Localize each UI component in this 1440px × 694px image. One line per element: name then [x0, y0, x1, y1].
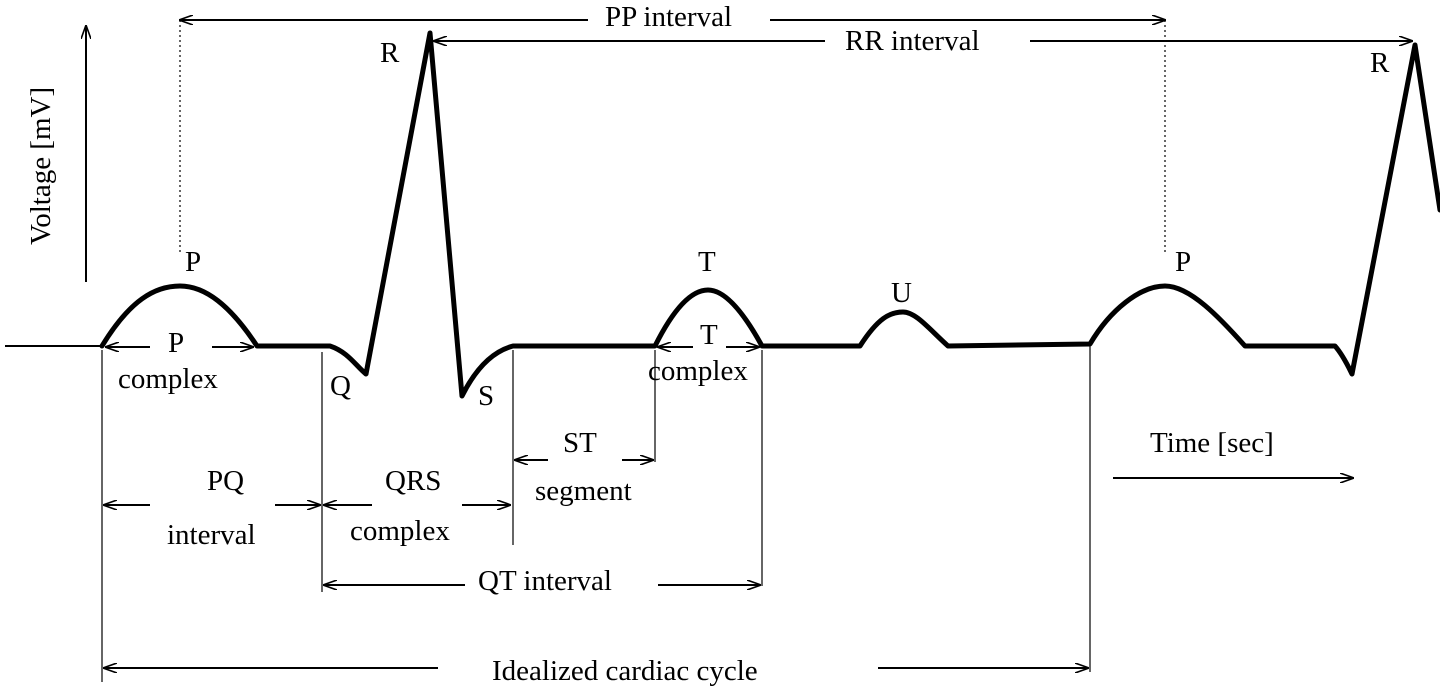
p-complex-label-2: complex [118, 363, 218, 395]
rr-interval-label: RR interval [845, 25, 980, 57]
u-wave-label: U [891, 277, 912, 309]
s-wave-label: S [478, 380, 494, 412]
st-segment-label-1: ST [563, 427, 597, 459]
t-complex-label-1: T [700, 319, 718, 351]
t-wave-label: T [698, 246, 716, 278]
time-axis-label: Time [sec] [1150, 427, 1274, 459]
p-wave-label-2: P [1175, 246, 1191, 278]
voltage-axis-label: Voltage [mV] [25, 87, 57, 245]
st-segment-label-2: segment [535, 475, 632, 507]
pq-interval-label-2: interval [167, 519, 256, 551]
p-wave-label: P [185, 246, 201, 278]
qrs-complex-label-2: complex [350, 515, 450, 547]
pq-interval-label-1: PQ [207, 465, 244, 497]
pp-interval-label: PP interval [605, 1, 732, 33]
ecg-waveform [99, 30, 1440, 399]
qrs-complex-label-1: QRS [385, 465, 441, 497]
cardiac-cycle-label: Idealized cardiac cycle [492, 655, 758, 687]
r-wave-label-2: R [1370, 47, 1390, 79]
p-complex-label-1: P [168, 327, 184, 359]
qt-interval-label: QT interval [478, 565, 612, 597]
t-complex-label-2: complex [648, 355, 748, 387]
r-wave-label: R [380, 37, 400, 69]
q-wave-label: Q [330, 370, 351, 402]
